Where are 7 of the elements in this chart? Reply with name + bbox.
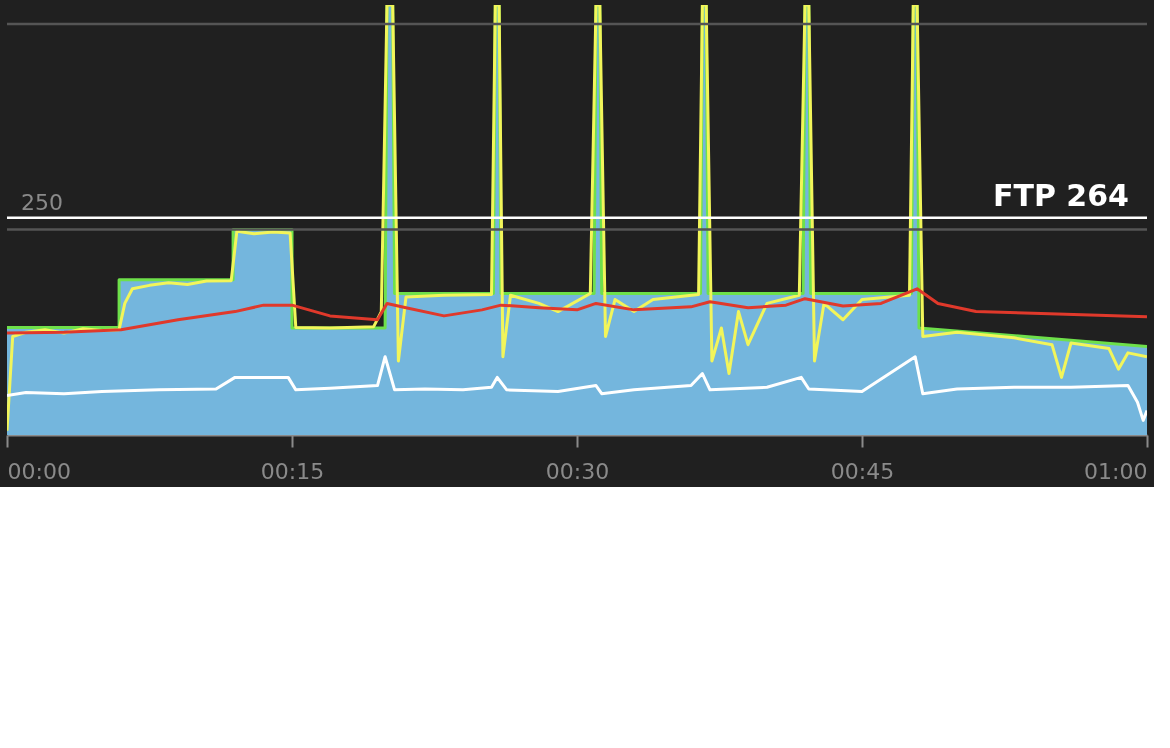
x-tick-label: 01:00 bbox=[1084, 458, 1148, 484]
x-tick-label: 00:00 bbox=[7, 458, 71, 484]
x-tick-label: 00:15 bbox=[260, 458, 325, 484]
annotation: 250 bbox=[21, 190, 63, 216]
x-tick-label: 00:30 bbox=[545, 458, 610, 484]
x-tick-label: 00:45 bbox=[830, 458, 895, 484]
ref-line-label: FTP 264 bbox=[992, 177, 1129, 213]
